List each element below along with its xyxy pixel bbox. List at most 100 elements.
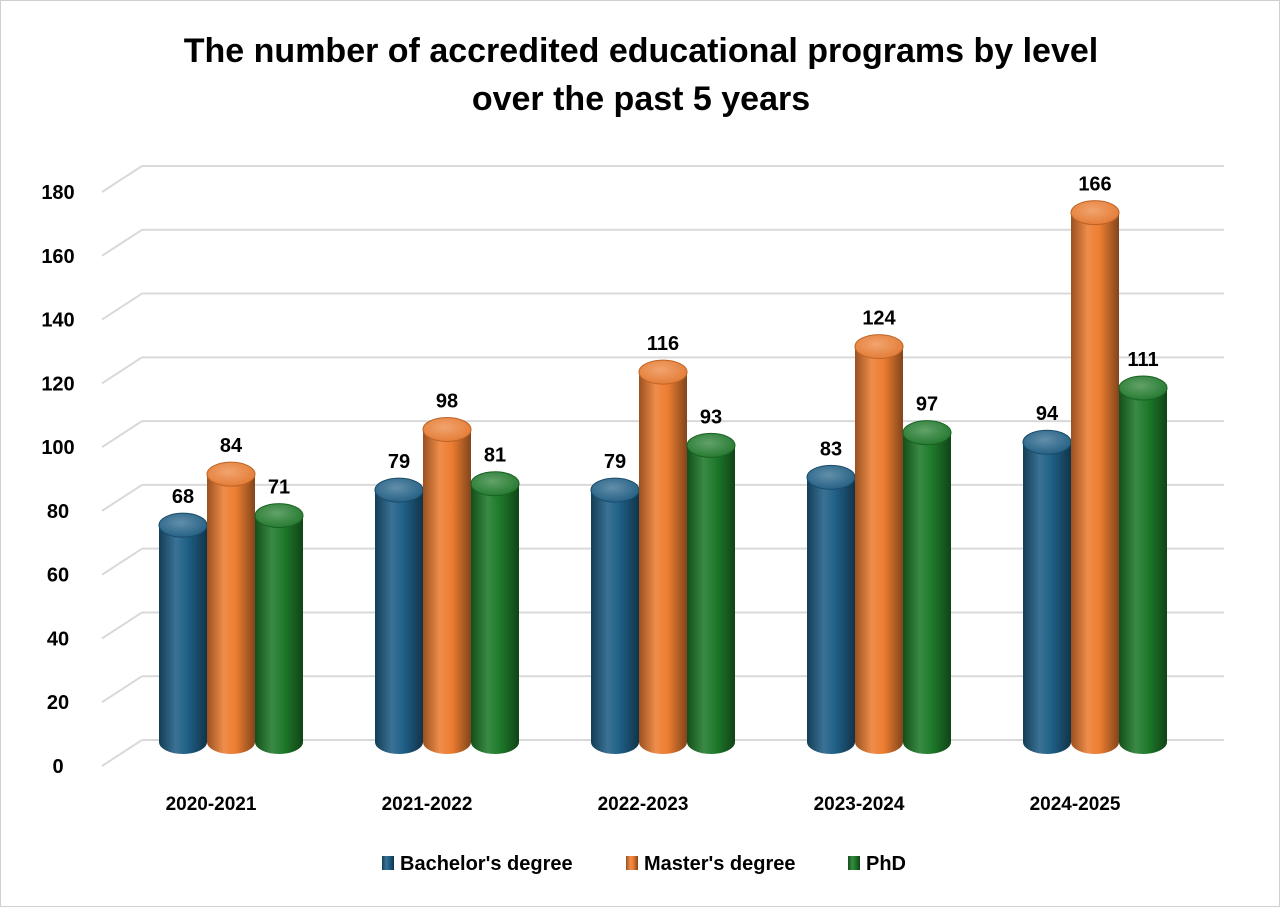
gridline-depth [101,420,143,448]
bar-body [687,445,735,754]
bar [806,464,856,754]
legend-item: PhD [848,853,906,875]
data-label: 71 [268,477,290,499]
y-tick-label: 80 [47,501,69,523]
bar-top [422,416,472,442]
x-tick-label: 2021-2022 [382,794,473,815]
data-label: 94 [1036,403,1059,425]
bar-body [471,483,519,754]
bar-body [1119,388,1167,754]
bar [254,503,304,754]
bar-top [638,359,688,385]
data-label: 79 [604,451,626,473]
y-tick-label: 140 [41,310,74,332]
bar-body [591,490,639,754]
x-tick-label: 2023-2024 [814,794,905,815]
bar-top [1118,375,1168,401]
gridline-depth [101,484,143,512]
data-label: 111 [1127,349,1158,371]
data-label: 97 [916,394,938,416]
gridline-depth [101,356,143,385]
gridline-depth [101,675,143,704]
chart-title-line-2: over the past 5 years [471,80,811,118]
x-axis: 2020-2021 2021-2022 2022-2023 2023-2024 2024… [166,794,1121,815]
legend-label: PhD [866,853,906,875]
bar-top [158,512,208,538]
bar-top [254,503,304,529]
bar-body [207,474,255,754]
bar-body [903,432,951,754]
gridline-depth [101,292,143,321]
y-axis: 0 20 40 60 80 100 120 140 160 180 [41,182,74,778]
data-label: 83 [820,438,842,460]
bar [374,477,424,754]
gridline-depth [101,739,143,767]
bar [590,477,640,754]
bar-body [1071,212,1119,755]
gridline-depth [101,547,143,576]
data-label: 68 [172,486,194,508]
y-tick-label: 100 [41,437,74,459]
bar-top [902,420,952,446]
bar [1070,200,1120,755]
data-label: 84 [220,435,243,457]
legend-label: Master's degree [644,853,796,875]
bar [638,359,688,754]
y-tick-label: 120 [41,373,74,395]
bar [902,420,952,754]
legend-label: Bachelor's degree [400,853,573,875]
bars [158,200,1168,755]
data-label: 93 [700,406,722,428]
legend-swatch [382,856,394,870]
x-tick-label: 2024-2025 [1030,794,1121,815]
chart-title-line-1: The number of accredited educational pro… [183,32,1099,70]
gridline-depth [101,165,143,193]
legend-swatch [848,856,860,870]
bar [422,416,472,754]
legend-item: Bachelor's degree [382,853,573,875]
bar [686,432,736,754]
bar-top [1022,429,1072,455]
data-label: 116 [647,333,679,355]
x-tick-label: 2020-2021 [166,794,257,815]
bar-body [807,477,855,754]
bar-top [806,464,856,490]
x-tick-label: 2022-2023 [598,794,689,815]
y-tick-label: 180 [41,182,74,204]
data-label: 81 [484,445,506,467]
bar-top [854,334,904,360]
y-tick-label: 0 [52,756,63,778]
bar-body [375,490,423,754]
bar [206,461,256,754]
bar-top [374,477,424,503]
gridline-depth [101,611,143,640]
legend-swatch [626,856,638,870]
legend: Bachelor's degree Master's degree PhD [382,853,906,875]
y-tick-label: 60 [47,565,69,587]
bar-top [470,471,520,497]
bar [470,471,520,754]
bar-body [159,525,207,754]
bar [1022,429,1072,754]
bar-body [1023,442,1071,754]
bar-top [206,461,256,487]
bar-body [423,429,471,754]
bar-body [855,346,903,754]
y-tick-label: 40 [47,628,69,650]
chart-title: The number of accredited educational pro… [1,27,1280,123]
data-label: 166 [1078,174,1111,196]
data-label: 79 [388,451,410,473]
bar-body [255,515,303,754]
y-tick-label: 160 [41,246,74,268]
bar [854,334,904,754]
gridline-depth [101,228,143,257]
data-label: 98 [436,390,458,412]
bar-top [686,432,736,458]
bar-top [590,477,640,503]
bar [1118,375,1168,754]
data-labels: 68 84 71 79 98 81 79 116 93 83 124 97 94 166 111 [172,174,1159,509]
bar-top [1070,200,1120,226]
legend-item: Master's degree [626,853,796,875]
bar-body [639,372,687,754]
